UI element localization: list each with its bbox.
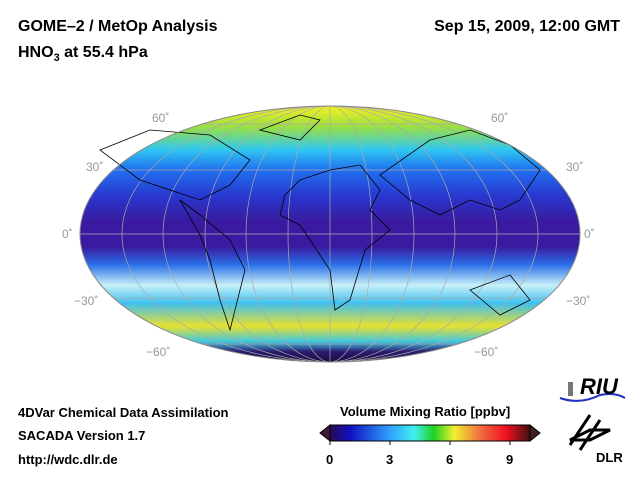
- colorbar: [329, 424, 531, 442]
- lat-label-30s-left: −30˚: [74, 294, 99, 308]
- riu-logo-wave: [559, 393, 626, 402]
- footer-url[interactable]: http://wdc.dlr.de: [18, 452, 118, 467]
- species-subscript: 3: [53, 52, 60, 65]
- lat-label-60s-right: −60˚: [474, 345, 499, 359]
- colorbar-max-arrow: [529, 423, 541, 443]
- lat-label-30n-left: 30˚: [86, 160, 104, 174]
- lat-label-30n-right: 30˚: [566, 160, 584, 174]
- lat-label-30s-right: −30˚: [566, 294, 591, 308]
- dlr-logo: [568, 414, 611, 451]
- lat-label-60n-right: 60˚: [491, 111, 509, 125]
- lat-label-60s-left: −60˚: [146, 345, 171, 359]
- lat-label-0-left: 0˚: [62, 227, 73, 241]
- pressure-level: at 55.4 hPa: [59, 44, 148, 61]
- riu-logo: RIU: [580, 374, 618, 399]
- footer-line1: 4DVar Chemical Data Assimilation: [18, 405, 229, 420]
- lat-label-60n-left: 60˚: [152, 111, 170, 125]
- colorbar-tick-3: 3: [386, 452, 394, 467]
- species: HNO: [18, 44, 54, 61]
- dlr-logo-text: DLR: [596, 450, 623, 465]
- colorbar-tick-6: 6: [446, 452, 454, 467]
- map-border: [79, 105, 581, 363]
- coastlines: [99, 114, 541, 332]
- title: GOME–2 / MetOp Analysis: [18, 18, 218, 35]
- colorbar-tick-9: 9: [506, 452, 514, 467]
- colorbar-tick-0: 0: [326, 452, 334, 467]
- colorbar-title: Volume Mixing Ratio [ppbv]: [340, 404, 511, 419]
- colorbar-ticks: [329, 441, 511, 445]
- lat-label-0-right: 0˚: [584, 227, 595, 241]
- date: Sep 15, 2009, 12:00 GMT: [434, 18, 620, 35]
- colorbar-min-arrow: [319, 423, 331, 443]
- riu-logo-tower: [568, 382, 573, 396]
- species-level: HNO3 at 55.4 hPa: [18, 44, 148, 64]
- footer-line2: SACADA Version 1.7: [18, 428, 146, 443]
